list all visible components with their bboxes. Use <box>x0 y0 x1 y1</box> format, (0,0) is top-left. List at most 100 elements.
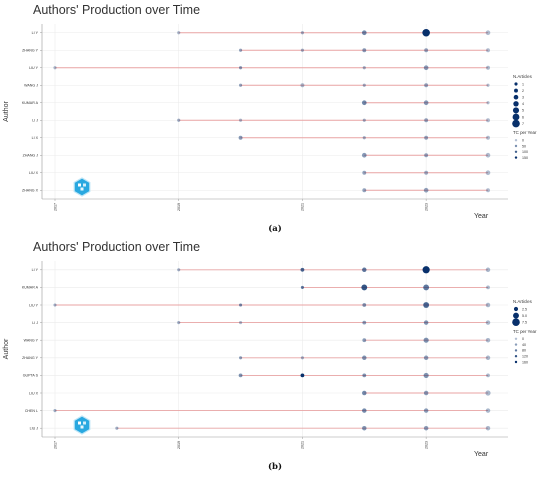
data-point <box>485 320 491 325</box>
logo-block <box>80 187 84 191</box>
x-tick-label: 2021 <box>301 203 305 211</box>
y-tick-label: KUMAR A <box>22 101 39 105</box>
y-tick-label: LIU X <box>29 391 39 395</box>
legend-size-swatch <box>513 312 519 319</box>
data-point <box>362 303 367 307</box>
legend-alpha-label: 0 <box>522 139 524 143</box>
y-tick-label: LIU Y <box>29 66 39 70</box>
data-point <box>486 118 490 123</box>
y-tick-label: KUMAR A <box>22 286 39 290</box>
legend-alpha-label: 150 <box>522 156 528 160</box>
data-point <box>362 408 367 413</box>
figure-caption: (a) <box>268 223 282 234</box>
data-point <box>423 390 429 396</box>
y-tick-label: ZHANG Y <box>22 356 39 360</box>
data-point <box>300 48 304 52</box>
legend-size-swatch <box>512 119 520 128</box>
data-point <box>485 152 491 158</box>
y-tick-label: LI J <box>32 119 38 123</box>
data-point <box>486 188 490 193</box>
legend-size-swatch <box>514 82 518 86</box>
legend-alpha-label: 40 <box>522 343 526 347</box>
legend-size-label: 7 <box>522 122 524 126</box>
data-point <box>362 355 367 361</box>
data-point <box>423 284 430 291</box>
legend-size-swatch <box>513 94 519 100</box>
x-tick-label: 2019 <box>177 441 181 449</box>
legend-size-swatch <box>512 107 520 114</box>
y-tick-label: LIU J <box>30 427 39 431</box>
y-tick-label: ZHANG X <box>22 189 39 193</box>
data-point <box>423 337 429 343</box>
figure-caption: (b) <box>268 461 282 472</box>
y-tick-label: ZHANG Y <box>22 49 39 53</box>
data-point <box>485 425 491 431</box>
chart-panel-b: Authors' Production over Time LI Y KUMAR A… <box>3 240 537 472</box>
data-point <box>423 320 429 325</box>
plot-area <box>42 261 508 437</box>
data-point <box>362 320 367 325</box>
legend-alpha-swatch <box>514 139 518 142</box>
data-point <box>239 303 243 307</box>
legend-alpha-swatch <box>514 349 518 352</box>
data-point <box>362 83 366 87</box>
data-point <box>424 135 429 140</box>
data-point <box>423 302 430 308</box>
data-point <box>423 100 429 106</box>
data-point <box>300 356 304 360</box>
legend-alpha-label: 120 <box>522 355 528 359</box>
data-point <box>485 337 491 343</box>
data-point <box>53 303 57 307</box>
logo-block <box>83 421 86 425</box>
legend-size-label: 3 <box>522 96 524 100</box>
legend-alpha-swatch <box>514 156 518 159</box>
legend-size-swatch <box>513 306 519 312</box>
logo <box>73 415 91 435</box>
y-tick-label: LI J <box>32 321 38 325</box>
legend-alpha-label: 160 <box>522 360 528 364</box>
data-point <box>362 338 367 343</box>
x-tick-label: 2017 <box>53 441 57 449</box>
data-point <box>422 28 430 37</box>
data-point <box>300 31 304 35</box>
legend-size-label: 2 <box>522 89 524 93</box>
logo-hexagon <box>73 177 91 197</box>
data-point <box>424 170 429 175</box>
data-point <box>423 187 429 193</box>
data-point <box>238 135 243 140</box>
data-point <box>177 31 181 35</box>
x-tick-label: 2017 <box>53 203 57 211</box>
data-point <box>362 390 367 396</box>
data-point <box>300 83 305 88</box>
data-point <box>239 48 243 52</box>
data-point <box>485 390 491 396</box>
data-point <box>362 425 367 431</box>
chart-title: Authors' Production over Time <box>33 3 200 17</box>
data-point <box>362 188 367 193</box>
data-point <box>362 136 366 140</box>
data-point <box>486 285 490 290</box>
legend-size-label: 5.0 <box>522 314 527 318</box>
data-point <box>361 30 367 36</box>
x-axis-label: Year <box>474 213 489 220</box>
legend-title-articles: N.Articles <box>513 74 533 79</box>
data-point <box>486 48 490 53</box>
y-tick-label: WANG Y <box>24 339 39 343</box>
chart-panel-a: Authors' Production over Time LI Y ZHANG Y… <box>3 3 537 234</box>
data-point <box>485 30 491 36</box>
data-point <box>424 153 429 158</box>
data-point <box>115 426 119 430</box>
y-tick-label: GUPTA S <box>23 374 39 378</box>
data-point <box>238 373 243 378</box>
data-point <box>362 66 366 70</box>
data-point <box>239 66 243 70</box>
data-point <box>239 356 243 360</box>
data-point <box>423 372 429 378</box>
legend-alpha-swatch <box>514 343 518 346</box>
y-axis-label: Author <box>3 101 10 122</box>
data-point <box>423 408 429 413</box>
data-point <box>486 65 490 70</box>
legend-size-label: 2.5 <box>522 307 527 311</box>
y-axis-label: Author <box>3 338 10 359</box>
legend-size-swatch <box>514 88 518 93</box>
